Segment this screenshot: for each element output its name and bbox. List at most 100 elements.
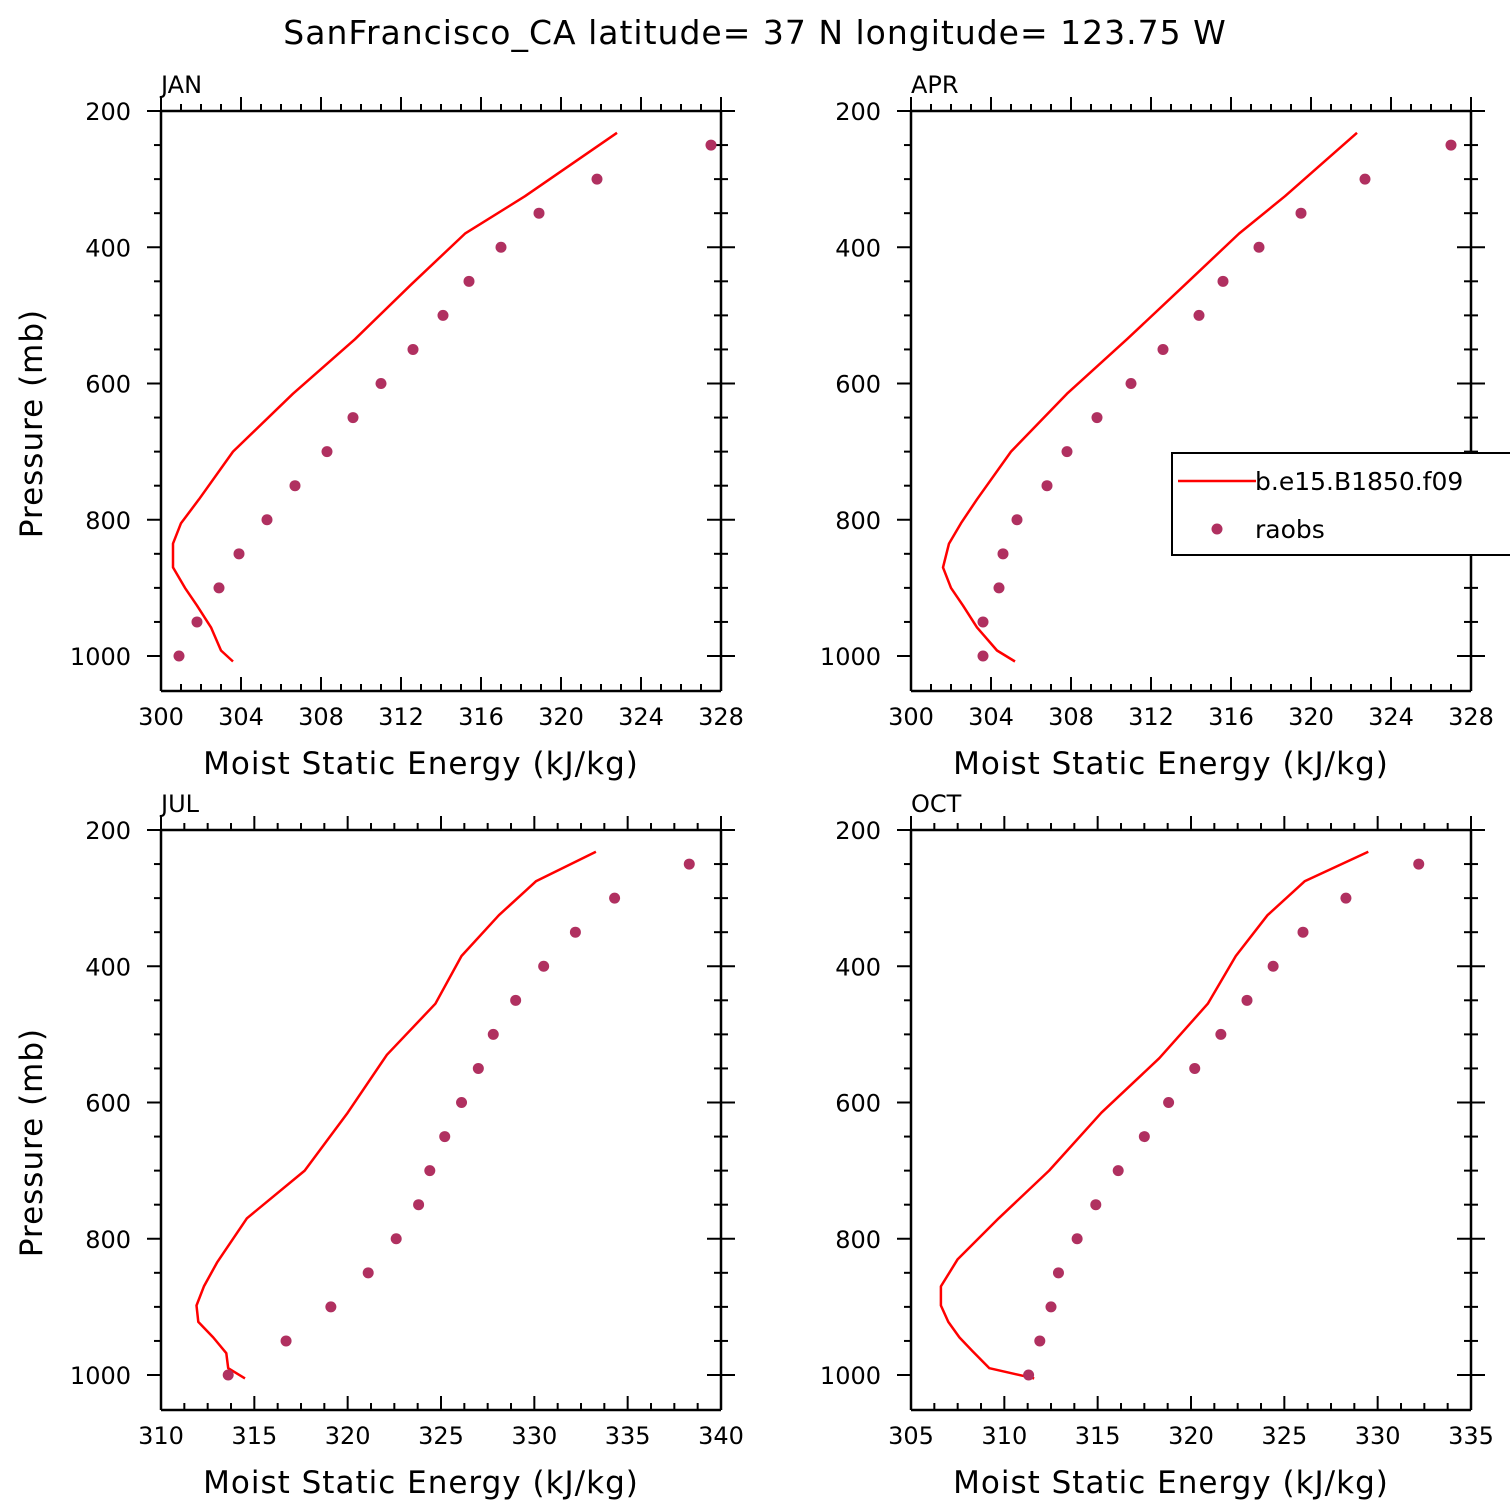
x-tick-label: 304 <box>968 703 1014 731</box>
panel-jan: JAN 300 304 308 312 316 320 324 328 200 400 600 800 1… <box>14 71 744 782</box>
raobs-point <box>321 446 333 458</box>
raobs-point <box>1215 1028 1227 1040</box>
raobs-point <box>1034 1335 1046 1347</box>
raobs-point <box>1253 241 1265 253</box>
raobs-point <box>472 1062 484 1074</box>
axes-frame <box>159 109 723 693</box>
x-tick-label: 315 <box>1075 1422 1121 1450</box>
raobs-point <box>1138 1131 1150 1143</box>
y-tick-label: 200 <box>835 817 881 845</box>
legend: b.e15.B1850.f09 raobs <box>1171 452 1510 556</box>
raobs-point <box>569 926 581 938</box>
series-line-model <box>195 850 597 1380</box>
raobs-point <box>993 582 1005 594</box>
raobs-point <box>1157 343 1169 355</box>
y-tick-label: 800 <box>85 1226 131 1254</box>
y-tick-label: 200 <box>85 98 131 126</box>
y-tick-label: 400 <box>85 953 131 981</box>
raobs-point <box>977 616 989 628</box>
panel-label: JAN <box>159 71 202 99</box>
raobs-point <box>375 378 387 389</box>
raobs-point <box>1061 446 1073 458</box>
x-tick-label: 308 <box>1048 703 1094 731</box>
legend-entry-label: raobs <box>1255 515 1325 544</box>
raobs-point <box>1125 378 1137 389</box>
x-axis-label: Moist Static Energy (kJ/kg) <box>953 1465 1389 1501</box>
raobs-point <box>495 241 507 253</box>
raobs-point <box>280 1335 292 1347</box>
x-tick-label: 340 <box>698 1422 744 1450</box>
x-tick-label: 328 <box>1448 703 1494 731</box>
x-tick-label: 312 <box>1128 703 1174 731</box>
y-tick-label: 1000 <box>820 643 881 671</box>
raobs-point <box>413 1199 425 1211</box>
x-tick-label: 320 <box>325 1422 371 1450</box>
y-axis-label: Pressure (mb) <box>14 309 50 538</box>
raobs-point <box>1241 994 1253 1006</box>
x-tick-label: 320 <box>1168 1422 1214 1450</box>
raobs-point <box>362 1267 374 1279</box>
x-tick-label: 308 <box>298 703 344 731</box>
figure-title: SanFrancisco_CA latitude= 37 N longitude… <box>283 13 1226 52</box>
y-tick-label: 800 <box>835 1226 881 1254</box>
raobs-point <box>213 582 225 594</box>
raobs-point <box>173 650 185 662</box>
raobs-point <box>1041 480 1053 492</box>
raobs-point <box>1445 139 1457 151</box>
y-axis-label: Pressure (mb) <box>14 1028 50 1257</box>
raobs-point <box>1090 1199 1102 1211</box>
raobs-point <box>1267 960 1279 972</box>
x-tick-label: 315 <box>231 1422 277 1450</box>
series-raobs <box>173 139 717 662</box>
panel-oct: OCT 305 310 315 320 325 330 335 200 400 600 800 1000… <box>820 790 1494 1501</box>
panel-jul: JUL 310 315 320 325 330 335 340 200 400 600 800 1000… <box>14 790 744 1501</box>
raobs-point <box>222 1369 234 1381</box>
raobs-point <box>1189 1062 1201 1074</box>
x-tick-label: 324 <box>618 703 664 731</box>
raobs-point <box>289 480 301 492</box>
y-tick-label: 400 <box>835 234 881 262</box>
x-tick-label: 335 <box>605 1422 651 1450</box>
raobs-point <box>1340 892 1352 904</box>
raobs-point <box>1045 1301 1057 1313</box>
raobs-point <box>437 309 449 321</box>
raobs-point <box>233 548 245 560</box>
panel-apr: APR 300 304 308 312 316 320 324 328 200 400 600 800 1… <box>820 71 1494 782</box>
x-tick-label: 330 <box>1355 1422 1401 1450</box>
raobs-point <box>1413 858 1425 870</box>
raobs-point <box>705 139 717 151</box>
y-tick-label: 600 <box>85 1090 131 1118</box>
raobs-point <box>191 616 203 628</box>
y-tick-label: 600 <box>835 1090 881 1118</box>
raobs-point <box>1091 412 1103 424</box>
x-tick-label: 310 <box>981 1422 1027 1450</box>
raobs-point <box>1023 1369 1035 1381</box>
x-ticks <box>160 816 722 1410</box>
y-tick-label: 1000 <box>820 1362 881 1390</box>
axes-frame <box>159 828 723 1412</box>
raobs-point <box>347 412 359 424</box>
raobs-point <box>997 548 1009 560</box>
x-tick-label: 305 <box>888 1422 934 1450</box>
y-ticks <box>897 829 1485 1376</box>
raobs-point <box>1112 1165 1124 1177</box>
y-tick-label: 200 <box>85 817 131 845</box>
raobs-point <box>407 343 419 355</box>
series-raobs <box>977 139 1457 662</box>
legend-marker-swatch <box>1211 523 1223 535</box>
x-tick-label: 300 <box>138 703 184 731</box>
raobs-point <box>1071 1233 1083 1245</box>
y-tick-label: 800 <box>85 507 131 535</box>
raobs-point <box>390 1233 402 1245</box>
y-tick-label: 1000 <box>70 1362 131 1390</box>
x-tick-label: 324 <box>1368 703 1414 731</box>
raobs-point <box>533 207 545 219</box>
raobs-point <box>1052 1267 1064 1279</box>
x-tick-label: 320 <box>1288 703 1334 731</box>
x-axis-label: Moist Static Energy (kJ/kg) <box>203 746 639 782</box>
x-tick-label: 325 <box>418 1422 464 1450</box>
x-ticks <box>910 97 1472 691</box>
y-tick-label: 1000 <box>70 643 131 671</box>
x-axis-label: Moist Static Energy (kJ/kg) <box>203 1465 639 1501</box>
